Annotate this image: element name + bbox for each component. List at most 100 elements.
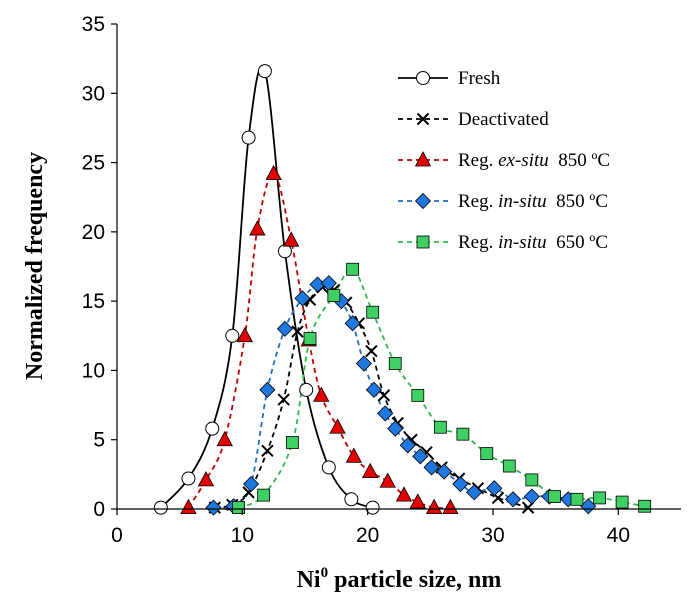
x-axis-title: Ni0 particle size, nm: [297, 565, 502, 593]
data-point-series-0: [205, 421, 220, 436]
y-tick-label: 0: [93, 498, 105, 521]
data-point-series-2: [395, 486, 413, 502]
data-point-series-4: [525, 473, 539, 487]
plot-area: 0 5 10 15 20 25 30 35 0 10 20 30 40: [82, 13, 681, 547]
data-point-series-1: [261, 444, 274, 458]
data-point-series-4: [303, 332, 317, 345]
legend-label-part: 850 ºC: [547, 191, 608, 212]
data-point-series-2: [180, 498, 197, 515]
data-point-series-4: [502, 459, 516, 473]
data-point-series-2: [197, 471, 215, 487]
data-point-series-4: [286, 436, 299, 449]
data-point-series-4: [638, 499, 652, 513]
data-point-series-3: [412, 448, 429, 465]
data-point-series-0: [257, 64, 272, 79]
data-point-series-3: [355, 355, 372, 372]
legend-marker: [416, 112, 430, 126]
series-lines: [160, 65, 645, 510]
data-point-series-4: [257, 488, 271, 502]
data-point-series-2: [249, 220, 266, 236]
data-point-series-4: [388, 357, 402, 370]
data-point-series-3: [504, 491, 522, 508]
data-point-series-2: [283, 231, 300, 247]
legend-label-part: in-situ: [498, 191, 547, 212]
data-point-series-4: [232, 501, 245, 515]
legend-marker: [416, 235, 430, 249]
data-point-series-3: [423, 459, 440, 476]
data-point-series-3: [276, 320, 294, 337]
data-point-series-3: [365, 381, 382, 398]
y-tick-label: 35: [82, 13, 105, 36]
legend-marker: [416, 71, 430, 85]
data-point-series-3: [344, 315, 361, 332]
legend-label-part: in-situ: [498, 232, 547, 253]
legend-marker: [414, 192, 432, 210]
data-point-series-0: [153, 500, 168, 515]
data-point-series-0: [225, 328, 240, 343]
data-point-series-2: [379, 472, 396, 488]
data-point-series-3: [523, 488, 540, 505]
data-point-series-2: [329, 418, 346, 434]
data-point-series-2: [216, 430, 233, 447]
data-point-series-1: [377, 389, 391, 402]
data-point-series-4: [548, 490, 561, 503]
data-point-series-3: [486, 480, 503, 497]
data-point-series-3: [294, 290, 311, 307]
legend-label: Deactivated: [458, 109, 549, 130]
data-point-series-2: [362, 462, 379, 478]
y-tick-label: 15: [82, 290, 105, 313]
legend-label-part: Deactivated: [458, 109, 549, 130]
legend-label-part: Reg.: [458, 232, 498, 253]
data-point-series-1: [277, 393, 290, 406]
x-tick-label: 10: [231, 524, 254, 547]
x-tick-label: 20: [356, 524, 379, 547]
data-point-series-3: [466, 484, 483, 501]
data-point-series-3: [259, 381, 276, 398]
data-point-series-4: [570, 492, 584, 506]
legend-label-part: Reg.: [458, 150, 498, 171]
legend-label-part: 650 ºC: [547, 232, 608, 253]
legend-label-part: Fresh: [458, 68, 501, 89]
data-point-series-1: [365, 344, 378, 358]
data-point-series-4: [327, 289, 341, 303]
data-point-series-0: [241, 130, 256, 145]
legend-label-part: 850 ºC: [549, 150, 610, 171]
data-point-series-2: [265, 164, 282, 181]
data-point-series-0: [321, 460, 336, 475]
data-point-series-4: [615, 495, 629, 509]
y-axis-title: Normalized frequency: [22, 152, 48, 380]
data-point-series-0: [181, 471, 196, 486]
data-point-series-3: [243, 475, 260, 493]
legend-label: Reg. in-situ 850 ºC: [458, 191, 608, 212]
data-point-series-1: [291, 325, 304, 338]
x-tick-label: 0: [111, 524, 123, 547]
data-point-series-0: [365, 500, 380, 515]
data-point-series-0: [344, 492, 359, 507]
data-point-series-4: [433, 420, 447, 434]
series-line-0: [160, 65, 374, 509]
legend-label-part: Reg.: [458, 191, 498, 212]
data-point-series-4: [346, 262, 360, 276]
data-point-series-2: [236, 326, 254, 343]
legend-label: Fresh: [458, 68, 501, 89]
data-point-series-3: [436, 463, 453, 480]
x-ticks: 0 10 20 30 40: [111, 509, 630, 547]
data-point-series-3: [387, 420, 404, 437]
legend-label: Reg. ex-situ 850 ºC: [458, 150, 610, 171]
y-tick-label: 10: [82, 359, 105, 382]
legend-label-part: ex-situ: [498, 150, 549, 171]
data-point-series-3: [452, 475, 469, 493]
data-point-series-3: [377, 405, 394, 422]
data-point-series-0: [299, 382, 314, 397]
y-tick-label: 20: [82, 221, 105, 244]
data-point-series-3: [205, 499, 222, 516]
data-point-series-2: [442, 498, 459, 515]
data-point-series-2: [425, 498, 443, 515]
y-tick-label: 30: [82, 82, 105, 105]
data-point-series-0: [277, 244, 292, 259]
y-tick-label: 5: [93, 429, 105, 452]
data-point-series-4: [480, 447, 494, 460]
data-point-series-4: [456, 427, 470, 441]
